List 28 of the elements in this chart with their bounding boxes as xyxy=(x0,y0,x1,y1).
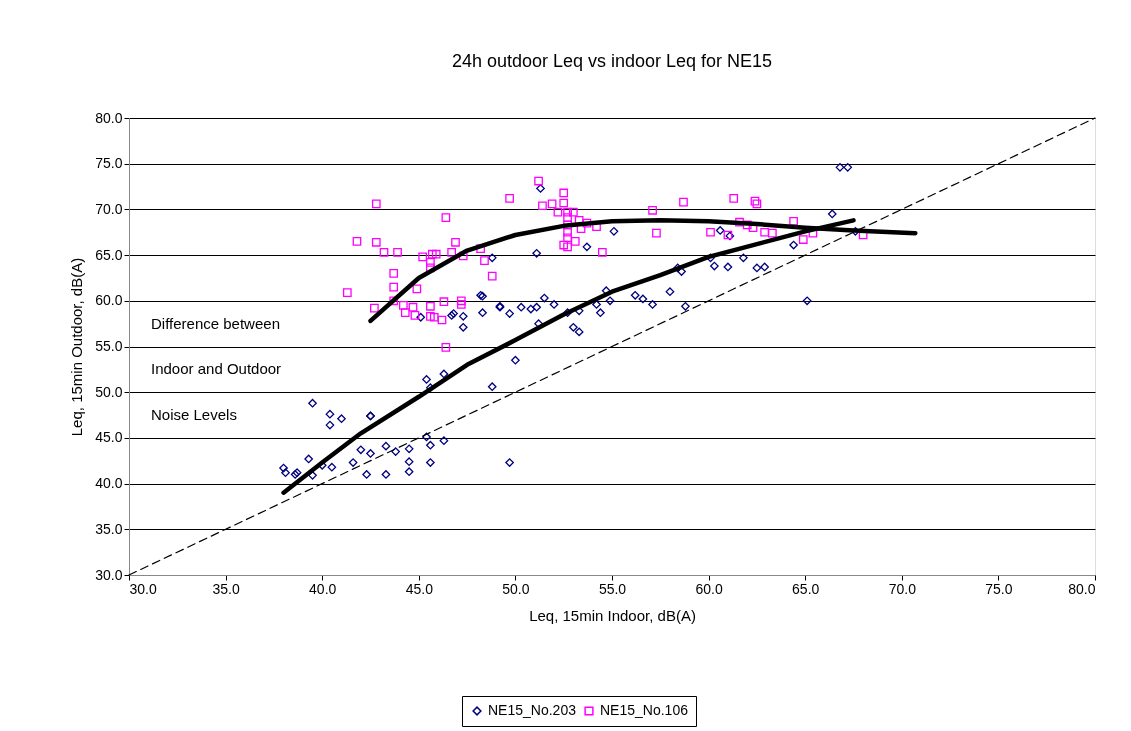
x-tick-label: 35.0 xyxy=(212,580,240,597)
x-tick-label: 40.0 xyxy=(309,580,337,597)
x-tick-label: 75.0 xyxy=(985,580,1013,597)
y-tick-label: 40.0 xyxy=(95,475,123,492)
legend-label: NE15_No.203 xyxy=(488,702,577,718)
x-tick-label: 65.0 xyxy=(792,580,820,597)
y-tick-label: 70.0 xyxy=(95,200,123,217)
legend-label: NE15_No.106 xyxy=(600,702,689,718)
y-tick-label: 45.0 xyxy=(95,429,123,446)
x-axis-title: Leq, 15min Indoor, dB(A) xyxy=(529,606,696,624)
y-tick-label: 50.0 xyxy=(95,383,123,400)
x-tick-label: 45.0 xyxy=(405,580,434,597)
y-axis-title: Leq, 15min Outdoor, dB(A) xyxy=(68,257,86,437)
x-tick-label: 50.0 xyxy=(502,580,530,597)
text: Difference between Indoor and Outdoor Noise Levels xyxy=(151,314,282,424)
y-tick-label: 55.0 xyxy=(95,338,123,354)
y-tick-label: 75.0 xyxy=(95,155,123,172)
y-tick-label: 65.0 xyxy=(95,246,123,263)
x-tick-label: 70.0 xyxy=(888,580,917,597)
chart-title: 24h outdoor Leq vs indoor Leq for NE15 xyxy=(451,51,773,71)
y-tick-label: 35.0 xyxy=(95,520,123,537)
x-tick-label: 30.0 xyxy=(129,580,157,597)
y-tick-label: 30.0 xyxy=(95,566,123,583)
x-tick-label: 80.0 xyxy=(1068,580,1096,597)
x-tick-label: 60.0 xyxy=(695,580,723,597)
y-tick-label: 60.0 xyxy=(95,292,123,309)
x-tick-label: 55.0 xyxy=(598,580,627,597)
y-tick-label: 80.0 xyxy=(95,109,123,126)
